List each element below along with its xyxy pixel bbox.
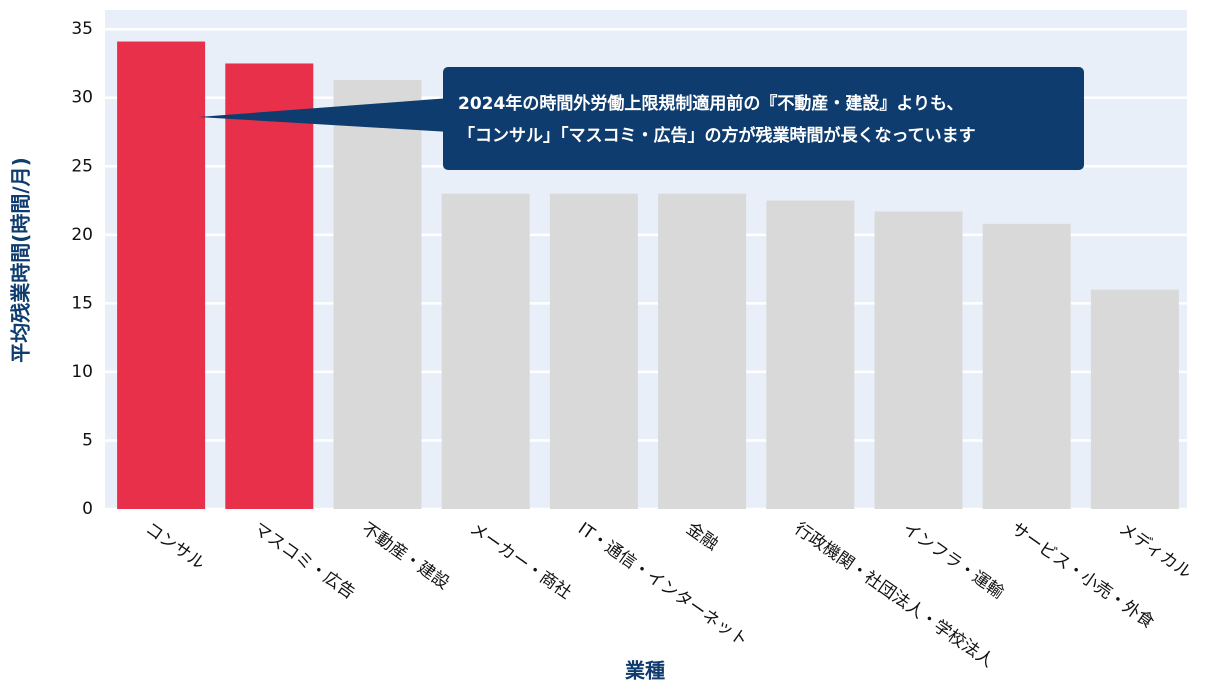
bar — [982, 223, 1071, 509]
y-axis-label: 平均残業時間(時間/月) — [9, 157, 33, 363]
x-tick-label: IT・通信・インターネット — [574, 519, 751, 651]
bar — [549, 193, 638, 509]
x-tick-label: メーカー・商社 — [466, 519, 575, 604]
y-tick-label: 15 — [71, 293, 93, 313]
x-tick-label: 金融 — [682, 519, 721, 555]
x-tick-label: 行政機関・社団法人・学校法人 — [791, 519, 997, 672]
y-tick-label: 0 — [82, 499, 93, 519]
y-tick-label: 30 — [71, 88, 93, 108]
bar — [658, 193, 747, 509]
y-tick-label: 5 — [82, 430, 93, 450]
bar — [874, 211, 963, 509]
y-tick-label: 10 — [71, 362, 93, 382]
y-tick-label: 20 — [71, 225, 93, 245]
bar — [333, 79, 422, 510]
callout-box — [443, 67, 1084, 170]
x-axis-label: 業種 — [625, 659, 665, 683]
x-tick-label: マスコミ・広告 — [250, 519, 359, 604]
bar — [225, 63, 314, 509]
bar — [117, 41, 206, 510]
bar — [1090, 289, 1179, 509]
bar — [441, 193, 530, 509]
annotation: 「コンサル」「マスコミ・広告」の方が残業時間が長くなっています — [458, 125, 976, 146]
y-tick-label: 35 — [71, 19, 93, 39]
x-tick-label: メディカル — [1115, 518, 1196, 583]
bar — [766, 200, 855, 510]
y-tick-label: 25 — [71, 156, 93, 176]
x-tick-label: コンサル — [141, 519, 208, 574]
x-tick-label: 不動産・建設 — [358, 519, 453, 594]
x-tick-label: インフラ・運輸 — [899, 519, 1008, 603]
callout-pointer — [198, 98, 450, 132]
annotation: 2024年の時間外労働上限規制適用前の『不動産・建設』よりも、 — [458, 93, 963, 114]
